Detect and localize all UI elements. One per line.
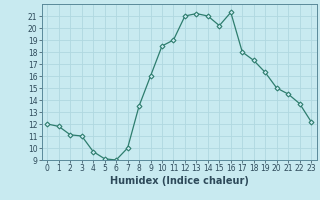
X-axis label: Humidex (Indice chaleur): Humidex (Indice chaleur) [110,176,249,186]
